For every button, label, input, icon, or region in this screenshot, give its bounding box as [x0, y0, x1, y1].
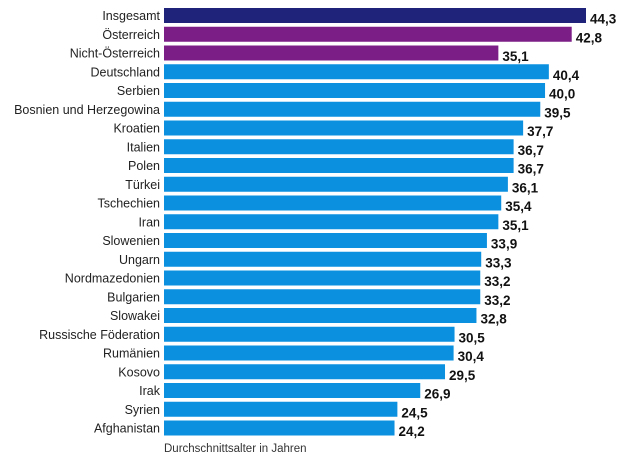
value-label-19: 29,5: [449, 368, 476, 383]
value-label-16: 32,8: [480, 312, 507, 327]
category-label-19: Kosovo: [118, 365, 160, 379]
category-label-18: Rumänien: [103, 347, 160, 361]
category-label-4: Serbien: [117, 84, 160, 98]
category-label-5: Bosnien und Herzegowina: [14, 103, 160, 117]
value-label-7: 36,7: [518, 143, 544, 158]
value-label-18: 30,4: [458, 349, 485, 364]
category-label-22: Afghanistan: [94, 422, 160, 436]
bar-18: [164, 345, 454, 361]
category-label-15: Bulgarien: [107, 290, 160, 304]
value-label-0: 44,3: [590, 12, 617, 27]
value-label-21: 24,5: [401, 405, 428, 420]
bar-8: [164, 158, 514, 173]
value-label-11: 35,1: [502, 218, 529, 233]
value-label-14: 33,2: [484, 274, 510, 289]
bar-4: [164, 83, 546, 98]
value-label-15: 33,2: [484, 293, 510, 308]
bar-11: [164, 214, 499, 230]
value-label-6: 37,7: [527, 124, 553, 139]
value-label-8: 36,7: [518, 162, 544, 177]
value-label-22: 24,2: [399, 424, 425, 439]
value-label-9: 36,1: [512, 180, 539, 195]
value-labels: 44,3 42,8 35,1 40,4 40,0 39,5 37,7 36,7 36,7 36,1…: [399, 12, 617, 440]
value-label-10: 35,4: [505, 199, 532, 214]
category-label-6: Kroatien: [113, 122, 160, 136]
category-label-21: Syrien: [125, 403, 160, 417]
bar-6: [164, 120, 524, 136]
category-label-13: Ungarn: [119, 253, 160, 267]
bar-12: [164, 233, 487, 248]
bar-13: [164, 251, 482, 267]
value-label-12: 33,9: [491, 237, 517, 252]
value-label-5: 39,5: [544, 105, 571, 120]
bar-16: [164, 308, 477, 323]
category-label-17: Russische Föderation: [39, 328, 160, 342]
bar-15: [164, 289, 481, 305]
bar-20: [164, 383, 421, 398]
category-label-12: Slowenien: [102, 234, 160, 248]
category-label-9: Türkei: [125, 178, 160, 192]
value-label-2: 35,1: [502, 49, 529, 64]
category-label-1: Österreich: [102, 28, 160, 42]
category-label-2: Nicht-Österreich: [70, 47, 160, 61]
bar-17: [164, 326, 455, 342]
bar-21: [164, 401, 398, 417]
bar-3: [164, 64, 549, 80]
category-label-11: Iran: [138, 215, 160, 229]
bar-0: [164, 8, 586, 23]
category-label-14: Nordmazedonien: [65, 272, 160, 286]
bar-19: [164, 364, 446, 380]
bar-10: [164, 195, 502, 211]
value-label-1: 42,8: [576, 30, 603, 45]
category-label-8: Polen: [128, 159, 160, 173]
value-label-13: 33,3: [485, 255, 512, 270]
bars: [164, 8, 586, 436]
bar-5: [164, 101, 541, 117]
value-label-4: 40,0: [549, 87, 575, 102]
bar-22: [164, 420, 395, 436]
value-label-17: 30,5: [459, 330, 486, 345]
bar-9: [164, 176, 508, 192]
x-axis-label: Durchschnittsalter in Jahren: [164, 443, 307, 455]
bar-1: [164, 26, 572, 42]
category-label-0: Insgesamt: [102, 9, 160, 23]
category-label-7: Italien: [127, 140, 160, 154]
bar-14: [164, 270, 481, 286]
value-label-3: 40,4: [553, 68, 580, 83]
value-label-20: 26,9: [424, 387, 450, 402]
category-label-16: Slowakei: [110, 309, 160, 323]
bar-2: [164, 45, 499, 61]
category-label-20: Irak: [139, 384, 161, 398]
bar-7: [164, 139, 514, 155]
category-label-3: Deutschland: [91, 65, 161, 79]
category-label-10: Tschechien: [97, 197, 160, 211]
category-labels: Insgesamt Österreich Nicht-Österreich Deuts…: [14, 9, 161, 436]
